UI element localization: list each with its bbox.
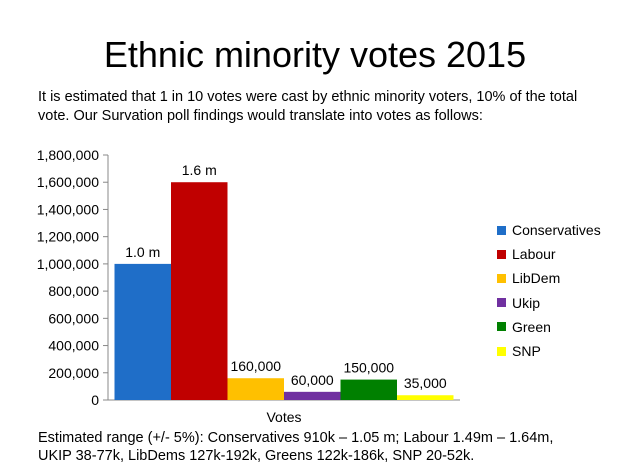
legend-item-libdem: LibDem — [497, 266, 601, 290]
data-label-snp: 35,000 — [404, 375, 447, 391]
data-label-libdem: 160,000 — [230, 358, 281, 374]
y-tick-label: 0 — [91, 392, 99, 408]
bar-labour — [171, 182, 228, 400]
legend-item-green: Green — [497, 315, 601, 339]
data-label-labour: 1.6 m — [182, 162, 217, 178]
legend-item-conservatives: Conservatives — [497, 218, 601, 242]
y-tick-label: 1,200,000 — [37, 229, 99, 245]
y-tick-label: 400,000 — [48, 338, 99, 354]
legend-swatch — [497, 225, 506, 235]
legend-swatch — [497, 298, 506, 308]
bar-ukip — [284, 391, 341, 400]
y-tick-label: 200,000 — [48, 365, 99, 381]
legend-label: SNP — [512, 343, 541, 360]
y-tick-label: 800,000 — [48, 283, 99, 299]
legend-item-snp: SNP — [497, 339, 601, 363]
x-axis-label: Votes — [266, 409, 301, 425]
bar-libdem — [227, 378, 284, 400]
footnote-line-2: UKIP 38-77k, LibDems 127k-192k, Greens 1… — [38, 448, 475, 464]
chart-legend: Conservatives Labour LibDem Ukip Green SNP — [497, 218, 601, 363]
legend-label: Ukip — [512, 294, 541, 311]
legend-label: Conservatives — [512, 222, 601, 239]
footnote-line-1: Estimated range (+/- 5%): Conservatives … — [38, 430, 554, 446]
y-tick-label: 1,000,000 — [37, 256, 99, 272]
legend-label: Labour — [512, 246, 556, 263]
y-tick-label: 600,000 — [48, 310, 99, 326]
legend-swatch — [497, 322, 506, 332]
legend-swatch — [497, 346, 506, 356]
legend-swatch — [497, 273, 506, 283]
bar-conservatives — [114, 263, 171, 400]
legend-item-ukip: Ukip — [497, 291, 601, 315]
y-tick-label: 1,400,000 — [37, 201, 99, 217]
data-label-conservatives: 1.0 m — [125, 244, 160, 260]
slide-title: Ethnic minority votes 2015 — [103, 34, 527, 75]
estimate-footnote: Estimated range (+/- 5%): Conservatives … — [38, 429, 618, 465]
legend-swatch — [497, 249, 506, 259]
intro-text: It is estimated that 1 in 10 votes were … — [38, 89, 578, 124]
y-tick-label: 1,600,000 — [37, 174, 99, 190]
data-label-green: 150,000 — [343, 360, 394, 376]
legend-label: Green — [512, 318, 551, 335]
data-label-ukip: 60,000 — [291, 372, 334, 388]
bar-snp — [397, 395, 454, 400]
legend-label: LibDem — [512, 270, 561, 287]
bar-green — [340, 379, 397, 400]
legend-item-labour: Labour — [497, 242, 601, 266]
y-tick-label: 1,800,000 — [37, 147, 99, 163]
